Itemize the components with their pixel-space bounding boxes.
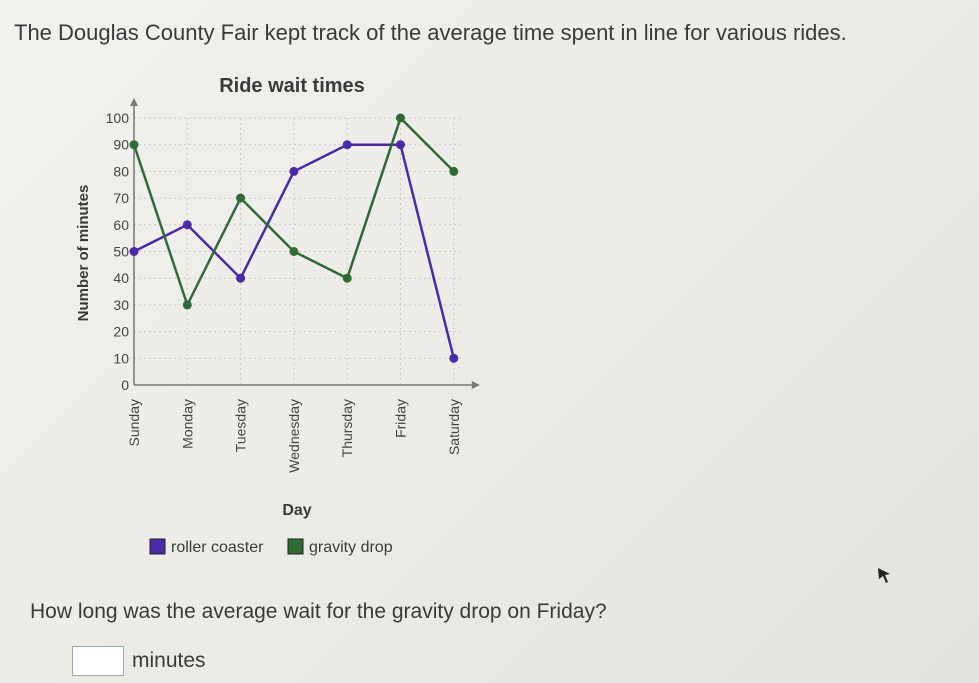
answer-input[interactable] <box>72 646 124 676</box>
y-tick-label: 70 <box>113 190 129 206</box>
roller-coaster-point <box>396 140 405 150</box>
roller-coaster-point <box>236 273 246 283</box>
legend-swatch-gravity-drop <box>287 538 304 555</box>
gravity-drop-point <box>449 166 459 176</box>
gravity-drop-point <box>342 273 352 283</box>
roller-coaster-point <box>182 220 192 230</box>
mouse-pointer-icon <box>878 568 890 583</box>
x-tick-labels: Sunday Monday Tuesday Wednesday Thursday Frid… <box>126 399 462 473</box>
y-tick-label: 0 <box>121 377 129 393</box>
answer-row: minutes <box>72 646 206 676</box>
x-tick-label: Wednesday <box>286 399 302 473</box>
y-tick-label: 100 <box>106 110 130 126</box>
gravity-drop-point <box>182 300 192 310</box>
x-tick-label: Thursday <box>339 399 355 457</box>
axes <box>130 98 480 389</box>
grid <box>134 117 464 385</box>
gravity-drop-point <box>396 113 405 123</box>
legend-label-gravity-drop: gravity drop <box>309 539 393 556</box>
y-axis-label: Number of minutes <box>75 185 92 322</box>
x-axis-label: Day <box>282 502 311 519</box>
gravity-drop-point <box>236 193 246 203</box>
x-tick-label: Saturday <box>446 399 462 455</box>
y-tick-labels: 0 10 20 30 40 50 60 70 80 90 100 <box>106 110 130 393</box>
question-text: How long was the average wait for the gr… <box>30 600 607 623</box>
y-tick-label: 30 <box>113 297 129 313</box>
gravity-drop-line <box>132 115 455 309</box>
series-group <box>129 113 459 363</box>
y-tick-label: 60 <box>113 217 129 233</box>
x-tick-label: Sunday <box>126 399 142 446</box>
gravity-drop-point <box>289 247 299 256</box>
y-tick-label: 50 <box>113 244 129 260</box>
roller-coaster-point <box>289 166 299 176</box>
gravity-drop-point <box>129 140 139 150</box>
answer-unit: minutes <box>132 649 206 672</box>
x-axis-arrow <box>471 381 480 389</box>
y-tick-label: 80 <box>113 163 129 179</box>
y-tick-label: 40 <box>113 270 129 286</box>
chart-title: Ride wait times <box>219 75 365 97</box>
legend-swatch-roller-coaster <box>149 538 166 555</box>
y-tick-label: 10 <box>113 350 129 366</box>
y-tick-label: 90 <box>113 137 129 153</box>
roller-coaster-point <box>129 247 139 256</box>
x-tick-label: Friday <box>393 399 409 438</box>
y-tick-label: 20 <box>113 324 129 340</box>
roller-coaster-point <box>449 353 459 363</box>
x-tick-label: Monday <box>179 399 195 449</box>
y-axis-arrow <box>130 98 138 106</box>
line-chart: Ride wait times Number of minutes Day 0 1… <box>75 75 480 556</box>
roller-coaster-point <box>342 140 352 150</box>
x-tick-label: Tuesday <box>233 399 249 452</box>
legend-label-roller-coaster: roller coaster <box>171 539 264 556</box>
intro-text: The Douglas County Fair kept track of th… <box>14 20 847 45</box>
legend: roller coaster gravity drop <box>149 538 393 556</box>
